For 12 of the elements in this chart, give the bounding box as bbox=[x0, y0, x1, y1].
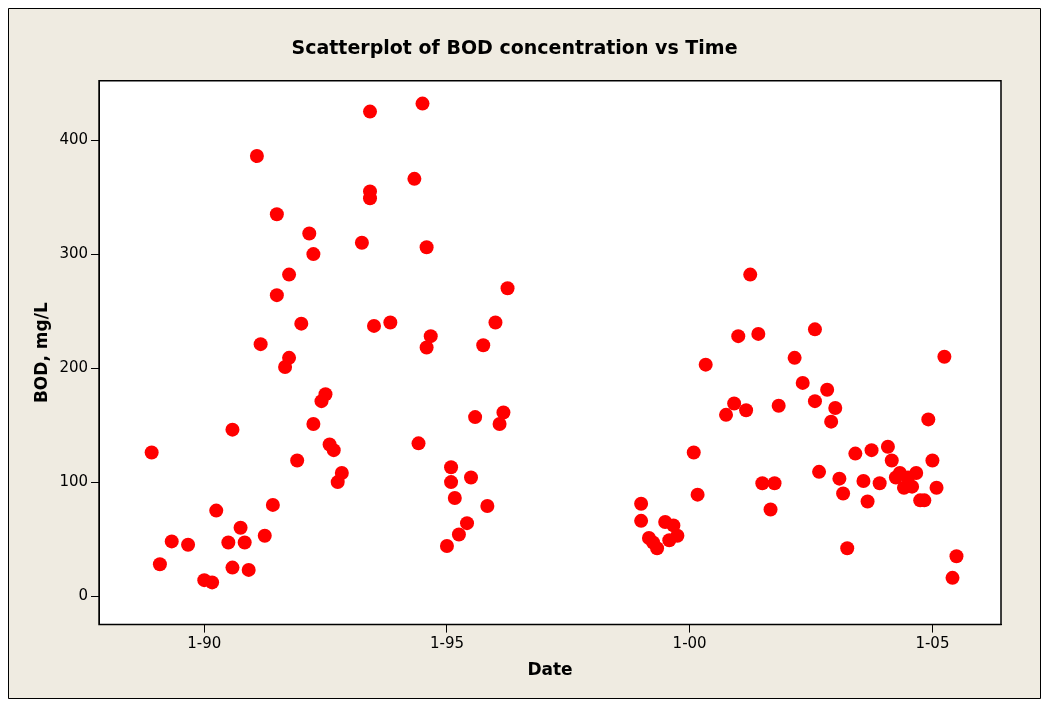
x-tick-label: 1-90 bbox=[187, 634, 222, 653]
chart-title: Scatterplot of BOD concentration vs Time bbox=[291, 36, 738, 59]
y-tick-label: 200 bbox=[59, 357, 89, 376]
y-axis-title: BOD, mg/L bbox=[30, 302, 51, 404]
x-tick-label: 1-05 bbox=[915, 634, 950, 653]
x-axis-title: Date bbox=[527, 659, 573, 680]
y-tick-label: 0 bbox=[78, 585, 89, 604]
x-tick-label: 1-00 bbox=[672, 634, 707, 653]
y-tick-label: 400 bbox=[59, 129, 89, 148]
y-tick-label: 300 bbox=[59, 243, 89, 262]
x-tick-label: 1-95 bbox=[429, 634, 464, 653]
y-tick-label: 100 bbox=[59, 471, 89, 490]
